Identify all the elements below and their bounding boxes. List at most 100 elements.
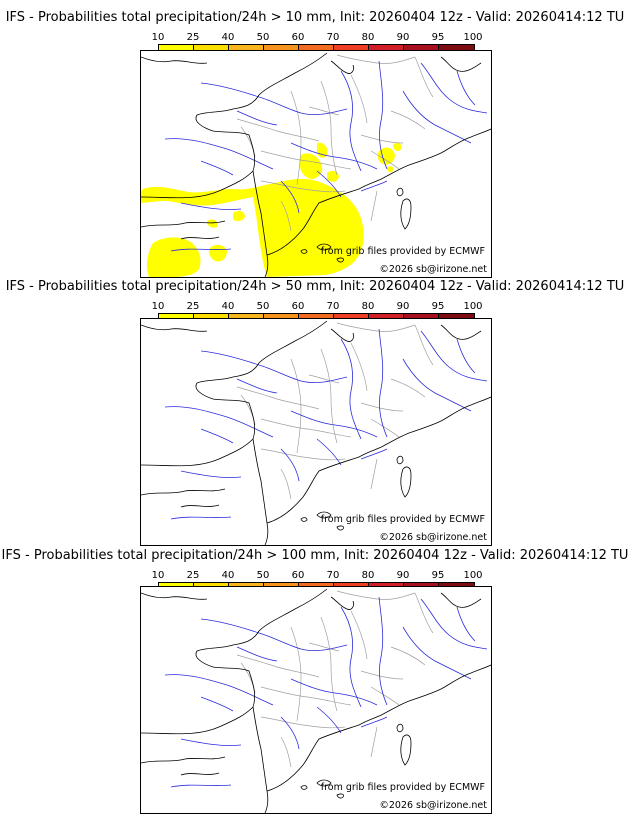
region-border [390,378,426,398]
coastline [141,588,328,735]
scale-tick-label: 60 [291,32,305,43]
region-border [280,468,292,500]
coastline [252,438,269,545]
region-border [336,54,416,64]
river [200,618,348,652]
coastline [396,187,404,197]
scale-swatch [194,314,229,320]
region-border [290,90,302,186]
coastline [316,779,332,787]
scale-tick-label: 50 [256,570,270,581]
river [402,358,472,412]
scale-tick-label: 40 [221,32,235,43]
river [360,716,388,728]
scale-tick-label: 50 [256,301,270,312]
region-border [260,716,346,729]
region-border [414,592,434,634]
river [456,606,476,642]
region-border [260,150,352,170]
region-border [260,686,352,706]
coastline [252,706,269,813]
scale-tick-label: 90 [396,301,410,312]
coastline [141,220,226,228]
region-border [370,418,400,438]
river [236,110,278,126]
region-border [290,626,302,722]
river [280,180,300,214]
region-border [236,654,320,678]
region-border [370,686,400,706]
scale-swatch [404,45,439,51]
panel-title: IFS - Probabilities total precipitation/… [5,279,625,294]
region-border [240,662,256,694]
region-border [336,590,416,600]
scale-tick-label: 80 [361,301,375,312]
scale-swatch [194,45,229,51]
scale-tick-label: 25 [186,301,200,312]
coastline [440,324,482,340]
region-border [260,448,346,461]
region-border [236,118,320,142]
scale-swatch [264,45,299,51]
river [170,516,232,520]
region-border [370,458,378,490]
region-border [308,642,340,652]
map-svg [141,588,491,813]
river [360,448,388,460]
panel-title: IFS - Probabilities total precipitation/… [5,10,625,25]
coastline [141,56,208,64]
precip-area [233,210,245,222]
scale-tick-label: 50 [256,32,270,43]
coastline [330,596,354,610]
coastline [396,455,404,465]
river [456,338,476,374]
coastline [440,56,482,72]
precip-area [299,153,323,179]
region-border [308,106,340,116]
region-border [350,610,368,660]
scale-tick-label: 70 [326,570,340,581]
region-border [308,374,340,384]
river [290,678,378,706]
river [170,248,232,252]
source-credit: from grib files provided by ECMWF [320,246,485,257]
river [420,598,488,650]
scale-tick-label: 100 [463,301,483,312]
region-border [280,736,292,768]
precip-area [141,178,364,277]
river [236,646,278,662]
coastline [300,517,308,522]
coastline [396,723,404,733]
region-border [260,418,352,438]
scale-swatch [439,314,474,320]
map-panel-50mm: IFS - Probabilities total precipitation/… [0,279,630,547]
river [360,180,388,192]
coastline [180,772,220,776]
river [316,438,342,466]
coastline [336,525,344,531]
scale-tick-label: 25 [186,570,200,581]
coastline [316,511,332,519]
coastline [266,664,491,792]
scale-swatch [159,45,194,51]
river [420,330,488,382]
precip-area [207,219,218,228]
river [316,170,342,198]
coastline [266,396,491,524]
scale-tick-label: 70 [326,301,340,312]
coastline [141,320,328,467]
coastline [266,128,491,256]
precip-map: from grib files provided by ECMWF ©2026 … [140,318,492,546]
river [164,138,274,170]
river [200,696,234,712]
region-border [280,200,292,232]
region-border [240,394,256,426]
coastline [400,734,412,766]
river [378,596,388,706]
scale-swatch [229,314,264,320]
river [378,328,388,438]
source-credit: from grib files provided by ECMWF [320,514,485,525]
river [180,202,242,210]
scale-tick-label: 80 [361,32,375,43]
region-border [240,126,256,158]
